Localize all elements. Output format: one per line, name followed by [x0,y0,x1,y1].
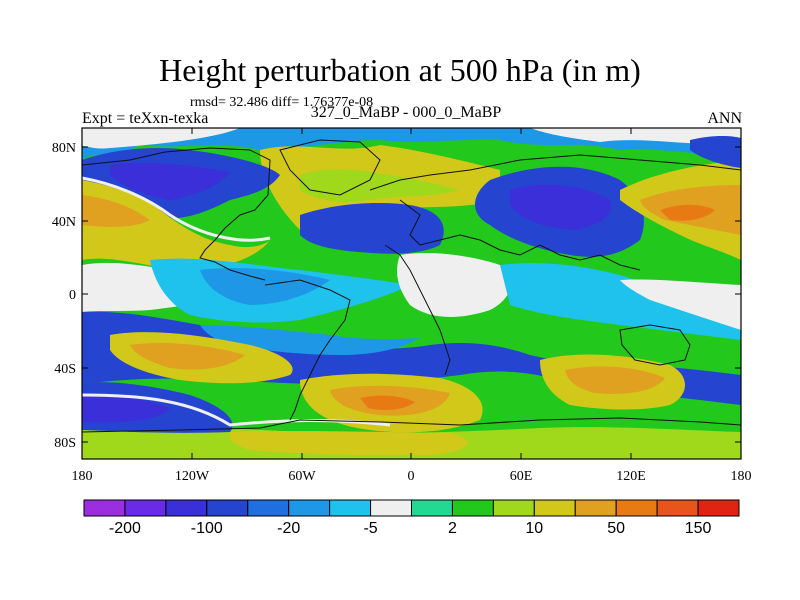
colorbar-boxes [84,500,739,516]
colorbar-swatch [125,500,166,516]
colorbar-swatch [330,500,371,516]
colorbar-swatch [289,500,330,516]
colorbar-swatch [534,500,575,516]
colorbar-swatch [207,500,248,516]
colorbar-label: -20 [277,520,300,537]
colorbar-swatch [412,500,453,516]
colorbar-swatch [371,500,412,516]
colorbar-swatch [452,500,493,516]
colorbar-swatch [84,500,125,516]
colorbar-label: -100 [191,520,223,537]
colorbar-swatch [493,500,534,516]
colorbar-swatch [575,500,616,516]
colorbar-label: 150 [685,520,712,537]
colorbar-swatch [616,500,657,516]
colorbar-labels: -200 -100 -20 -5 2 10 50 150 [109,520,712,537]
colorbar-label: 2 [448,520,457,537]
colorbar-label: 50 [607,520,625,537]
colorbar-label: 10 [525,520,543,537]
colorbar-swatch [166,500,207,516]
colorbar-swatch [657,500,698,516]
colorbar: -200 -100 -20 -5 2 10 50 150 [0,0,800,600]
colorbar-swatch [698,500,739,516]
colorbar-label: -200 [109,520,141,537]
colorbar-swatch [248,500,289,516]
colorbar-label: -5 [363,520,377,537]
